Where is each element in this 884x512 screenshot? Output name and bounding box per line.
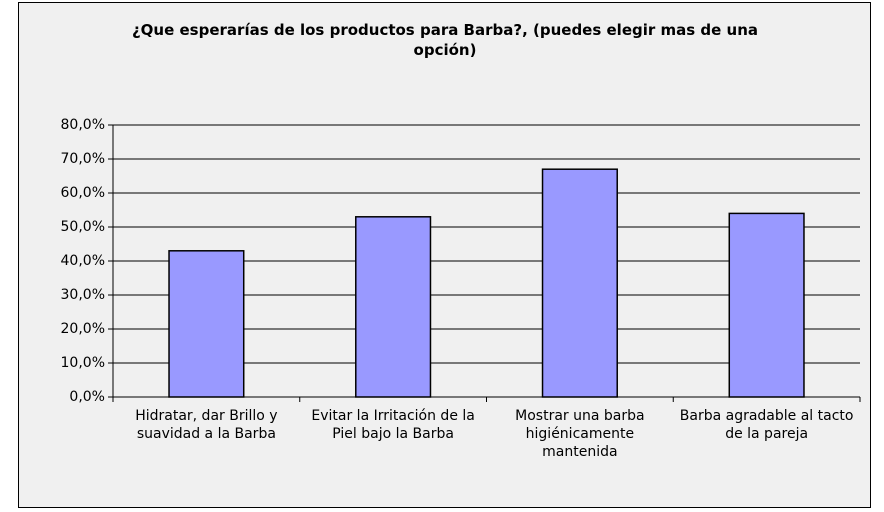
y-tick-label: 80,0% (61, 117, 105, 133)
bar (168, 250, 245, 398)
y-tick-label: 0,0% (69, 389, 105, 405)
y-tick-label: 20,0% (61, 321, 105, 337)
bar (355, 216, 432, 398)
y-tick-label: 70,0% (61, 151, 105, 167)
chart-title: ¿Que esperarías de los productos para Ba… (131, 21, 758, 59)
y-tick-label: 40,0% (61, 253, 105, 269)
y-tick-label: 50,0% (61, 219, 105, 235)
bar (541, 168, 618, 398)
x-tick-label: Hidratar, dar Brillo y suavidad a la Bar… (135, 408, 278, 442)
y-tick-label: 30,0% (61, 287, 105, 303)
bar (728, 212, 805, 398)
y-tick-label: 60,0% (61, 185, 105, 201)
x-tick-label: Barba agradable al tacto de la pareja (679, 408, 854, 442)
y-tick-label: 10,0% (61, 355, 105, 371)
x-tick-label: Mostrar una barba higiénicamente manteni… (515, 408, 645, 460)
x-tick-label: Evitar la Irritación de la Piel bajo la … (311, 408, 475, 442)
chart-frame (18, 2, 871, 508)
